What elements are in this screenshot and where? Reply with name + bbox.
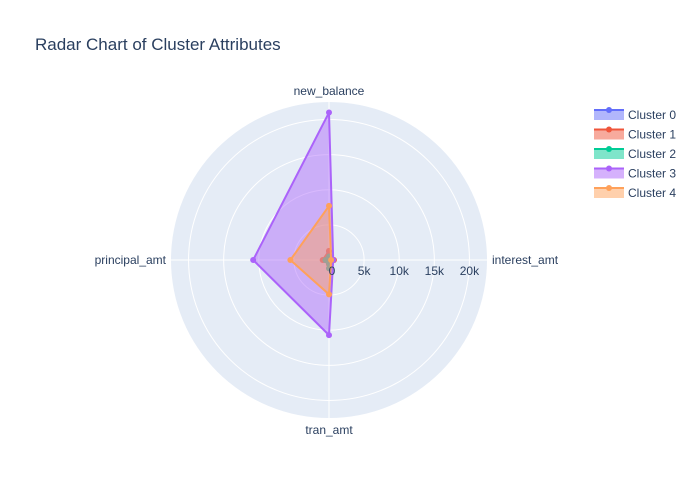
- radial-tick-label: 5k: [358, 264, 372, 278]
- legend-item-cluster-3[interactable]: Cluster 3: [594, 165, 676, 181]
- legend-marker: [606, 107, 612, 113]
- axis-label-tran-amt: tran_amt: [305, 423, 353, 437]
- radial-tick-label: 10k: [390, 264, 410, 278]
- legend-swatch: [594, 149, 624, 159]
- legend-item-cluster-1[interactable]: Cluster 1: [594, 126, 676, 142]
- legend-label: Cluster 3: [628, 167, 676, 181]
- legend-swatch: [594, 188, 624, 198]
- radial-tick-label: 0: [329, 264, 336, 278]
- data-point[interactable]: [326, 202, 332, 209]
- legend: Cluster 0 Cluster 1 Cluster 2 Cluster 3 …: [594, 107, 676, 200]
- radial-tick-label: 15k: [425, 264, 445, 278]
- legend-item-cluster-4[interactable]: Cluster 4: [594, 185, 676, 200]
- series-layer: [250, 109, 337, 339]
- data-point[interactable]: [326, 332, 332, 339]
- data-point[interactable]: [328, 257, 335, 263]
- legend-marker: [606, 126, 612, 133]
- legend-label: Cluster 2: [628, 147, 676, 161]
- legend-swatch: [594, 110, 624, 120]
- axis-label-new-balance: new_balance: [294, 84, 365, 98]
- data-point[interactable]: [322, 257, 329, 263]
- legend-label: Cluster 4: [628, 186, 676, 200]
- legend-marker: [606, 165, 612, 172]
- legend-label: Cluster 0: [628, 108, 676, 122]
- data-point[interactable]: [326, 291, 332, 298]
- radial-tick-label: 20k: [460, 264, 480, 278]
- series-cluster-4: [287, 202, 335, 298]
- legend-marker: [606, 146, 612, 152]
- data-point[interactable]: [326, 109, 332, 116]
- data-point[interactable]: [287, 257, 294, 263]
- legend-item-cluster-2[interactable]: Cluster 2: [594, 146, 676, 161]
- data-point[interactable]: [250, 257, 257, 263]
- legend-swatch: [594, 129, 624, 140]
- axis-label-principal-amt: principal_amt: [95, 253, 167, 267]
- legend-marker: [606, 185, 612, 191]
- chart-title: Radar Chart of Cluster Attributes: [35, 35, 281, 54]
- legend-label: Cluster 1: [628, 128, 676, 142]
- axis-label-interest-amt: interest_amt: [492, 253, 559, 267]
- legend-item-cluster-0[interactable]: Cluster 0: [594, 107, 676, 122]
- legend-swatch: [594, 168, 624, 179]
